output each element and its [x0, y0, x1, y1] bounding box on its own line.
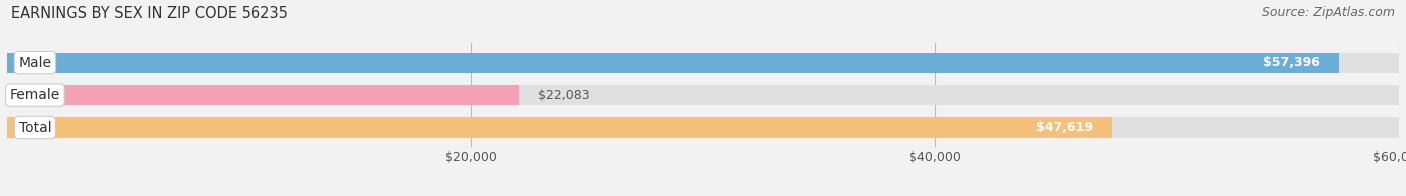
Text: $57,396: $57,396 — [1263, 56, 1320, 69]
Text: EARNINGS BY SEX IN ZIP CODE 56235: EARNINGS BY SEX IN ZIP CODE 56235 — [11, 6, 288, 21]
Text: Source: ZipAtlas.com: Source: ZipAtlas.com — [1261, 6, 1395, 19]
Text: Total: Total — [18, 121, 51, 134]
Bar — [7, 53, 1399, 73]
Bar — [7, 117, 1399, 138]
Bar — [7, 85, 519, 105]
Bar — [7, 53, 1339, 73]
Bar — [7, 117, 1112, 138]
Text: Male: Male — [18, 56, 52, 70]
Text: $47,619: $47,619 — [1036, 121, 1094, 134]
Text: Female: Female — [10, 88, 60, 102]
Bar — [7, 85, 1399, 105]
Text: $22,083: $22,083 — [538, 89, 589, 102]
